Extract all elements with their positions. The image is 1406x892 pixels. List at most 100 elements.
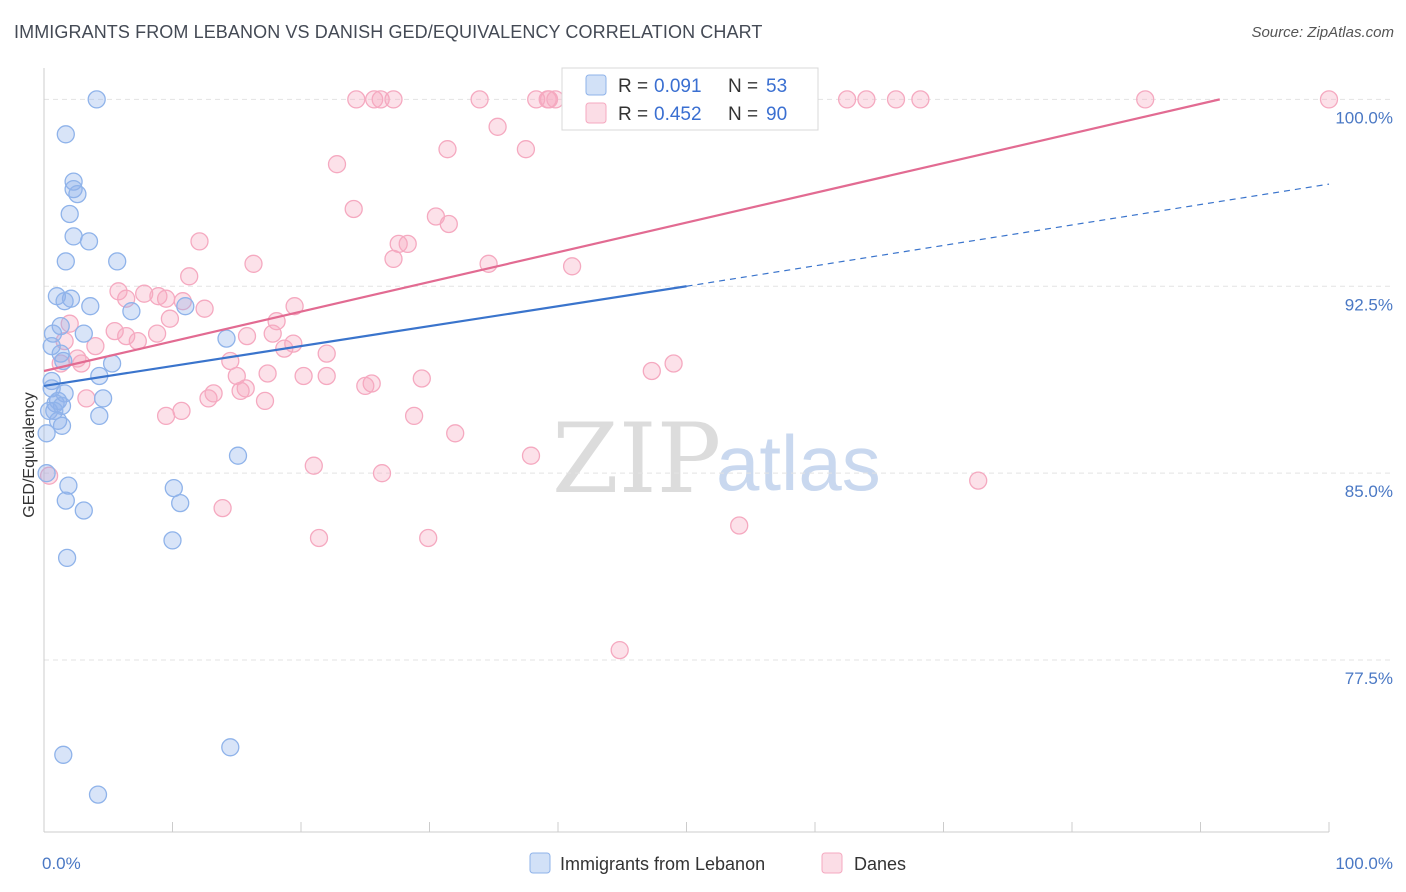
danes-point-26: [190, 232, 209, 251]
lebanon-point-19: [217, 329, 236, 348]
danes-point-33: [180, 267, 199, 286]
legend-r-label-danes: R =: [618, 104, 648, 125]
danes-point-61: [642, 361, 661, 381]
danes-point-46: [263, 324, 282, 343]
danes-point-65: [317, 366, 336, 386]
lebanon-point-7: [79, 232, 99, 251]
danes-point-68: [412, 369, 431, 388]
watermark-zip: ZIP: [552, 403, 721, 515]
danes-point-49: [237, 326, 257, 346]
lebanon-point-42: [56, 491, 75, 510]
danes-point-39: [173, 292, 192, 311]
danes-point-18: [1319, 90, 1339, 109]
danes-point-78: [446, 424, 465, 443]
danes-point-35: [135, 284, 154, 303]
danes-point-40: [195, 299, 214, 318]
lebanon-point-48: [54, 745, 73, 764]
lebanon-point-34: [90, 406, 109, 426]
trend-layer: [43, 98, 1330, 388]
lebanon-point-47: [221, 738, 240, 757]
danes-point-75: [172, 401, 191, 421]
danes-point-82: [969, 471, 988, 490]
legend-r-value-lebanon: 0.091: [654, 76, 702, 97]
legend-n-label-danes: N =: [728, 104, 758, 125]
danes-point-1: [365, 90, 384, 109]
source-credit: Source: ZipAtlas.com: [1251, 24, 1394, 41]
lebanon-point-37: [37, 424, 56, 443]
lebanon-point-46: [57, 548, 77, 568]
lebanon-point-36: [52, 416, 72, 435]
lebanon-point-28: [93, 389, 113, 408]
lebanon-point-21: [51, 344, 70, 363]
y-tick-label-0: 77.5%: [1345, 669, 1393, 688]
legend-n-value-lebanon: 53: [766, 76, 787, 97]
bottom-legend-swatch-danes: [821, 852, 843, 874]
lebanon-point-33: [45, 401, 64, 421]
danes-point-32: [562, 257, 582, 276]
trend-line-lebanon: [43, 285, 687, 388]
lebanon-point-8: [56, 252, 75, 271]
series-danes: [39, 90, 1339, 660]
danes-point-13: [837, 90, 857, 109]
danes-point-42: [160, 309, 180, 328]
legend-n-label-lebanon: N =: [728, 76, 758, 97]
danes-point-55: [317, 344, 336, 363]
lebanon-point-4: [68, 184, 87, 204]
lebanon-point-5: [60, 204, 79, 224]
danes-point-45: [105, 321, 124, 341]
danes-point-29: [384, 249, 403, 269]
lebanon-point-39: [37, 464, 56, 483]
legend-n-value-danes: 90: [766, 104, 787, 125]
danes-point-30: [244, 254, 263, 273]
danes-point-41: [285, 297, 304, 316]
danes-point-53: [86, 336, 105, 356]
danes-point-19: [488, 117, 507, 136]
watermark-atlas: atlas: [716, 419, 881, 507]
danes-point-71: [77, 389, 96, 408]
danes-point-70: [236, 379, 255, 398]
danes-point-81: [372, 464, 392, 483]
danes-point-72: [199, 389, 218, 408]
danes-point-62: [227, 366, 246, 386]
danes-point-60: [664, 354, 683, 373]
lebanon-point-38: [228, 446, 248, 465]
legend-r-label-lebanon: R =: [618, 76, 648, 97]
danes-point-86: [419, 528, 438, 548]
legend-swatch-lebanon: [585, 74, 607, 96]
lebanon-point-49: [88, 785, 108, 804]
danes-point-14: [857, 90, 876, 109]
danes-point-23: [344, 199, 363, 219]
series-layer: [37, 90, 1339, 804]
lebanon-point-44: [74, 501, 93, 520]
danes-point-21: [516, 140, 536, 159]
axes: [43, 68, 1330, 833]
danes-point-8: [546, 90, 565, 109]
lebanon-point-0: [87, 90, 106, 109]
watermark: ZIP atlas: [552, 403, 881, 515]
y-tick-label-1: 85.0%: [1345, 482, 1393, 501]
legend-r-value-danes: 0.452: [654, 104, 702, 125]
danes-point-67: [356, 376, 375, 396]
chart-title: IMMIGRANTS FROM LEBANON VS DANISH GED/EQ…: [14, 22, 763, 42]
danes-point-20: [438, 140, 457, 159]
lebanon-point-45: [163, 531, 182, 550]
danes-point-34: [109, 282, 128, 301]
y-tick-label-3: 100.0%: [1335, 108, 1393, 127]
danes-point-63: [258, 364, 277, 383]
trend-line-lebanon-projection: [686, 183, 1330, 287]
legend: R = 0.091 N = 53 R = 0.452 N = 90: [561, 67, 819, 131]
lebanon-point-1: [56, 125, 75, 144]
danes-point-47: [117, 326, 136, 346]
danes-point-38: [156, 289, 176, 308]
lebanon-point-6: [64, 227, 83, 246]
danes-point-88: [39, 466, 59, 485]
danes-point-0: [347, 90, 366, 109]
danes-point-28: [398, 234, 417, 254]
lebanon-point-18: [74, 324, 93, 343]
lebanon-point-16: [51, 316, 70, 336]
lebanon-point-14: [122, 302, 141, 321]
bottom-legend-swatch-lebanon: [529, 852, 551, 874]
legend-swatch-danes: [585, 102, 607, 124]
danes-point-22: [327, 155, 347, 174]
danes-point-87: [610, 640, 629, 660]
